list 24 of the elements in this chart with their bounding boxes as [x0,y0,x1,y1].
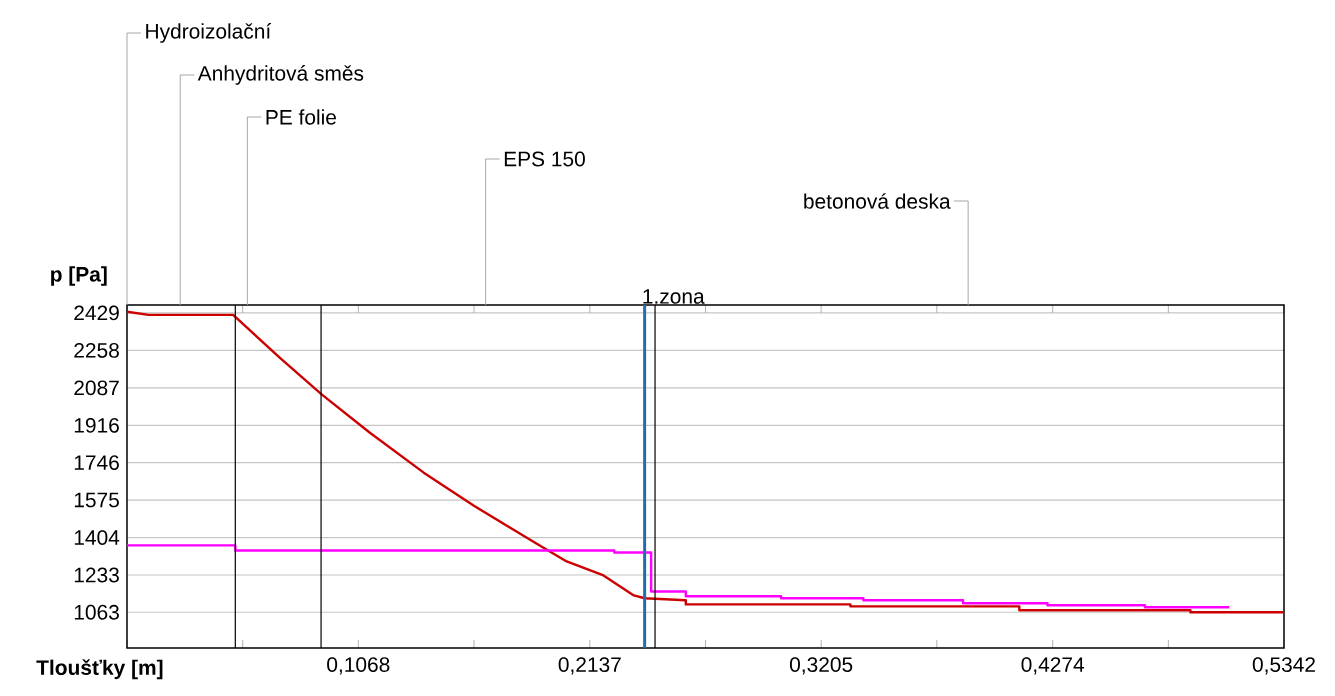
y-tick-label: 2087 [74,380,119,396]
y-axis-title: p [Pa] [51,266,107,286]
text: EPS 150 [504,151,585,167]
x-tick-label: 0,2137 [558,657,621,675]
text: Hydroizolační [146,23,272,43]
ref-line-label: 1.zona [643,289,705,304]
x-tick-label: 0,5342 [1252,657,1315,675]
y-tick-label: 1404 [74,530,120,545]
line-series [125,544,1231,609]
x-tick-label: 0,3205 [789,657,853,675]
y-tick-label: 1746 [74,455,119,470]
y-tick-label: 2258 [74,342,119,358]
text: PE folie [266,109,336,125]
line-series [125,310,1286,614]
x-tick-label: 0,1068 [327,657,390,675]
y-tick-label: 1233 [74,567,119,583]
y-tick-label: 2429 [74,305,119,321]
text: Anhydritová směs [197,65,364,85]
y-tick-label: 1916 [74,417,119,433]
text: betonová deska [804,193,951,209]
x-axis-title: Tloušťky [m] [36,659,163,680]
y-tick-label: 1575 [74,492,119,508]
y-tick-label: 1063 [74,604,119,620]
x-tick-label: 0,4274 [1021,657,1085,675]
